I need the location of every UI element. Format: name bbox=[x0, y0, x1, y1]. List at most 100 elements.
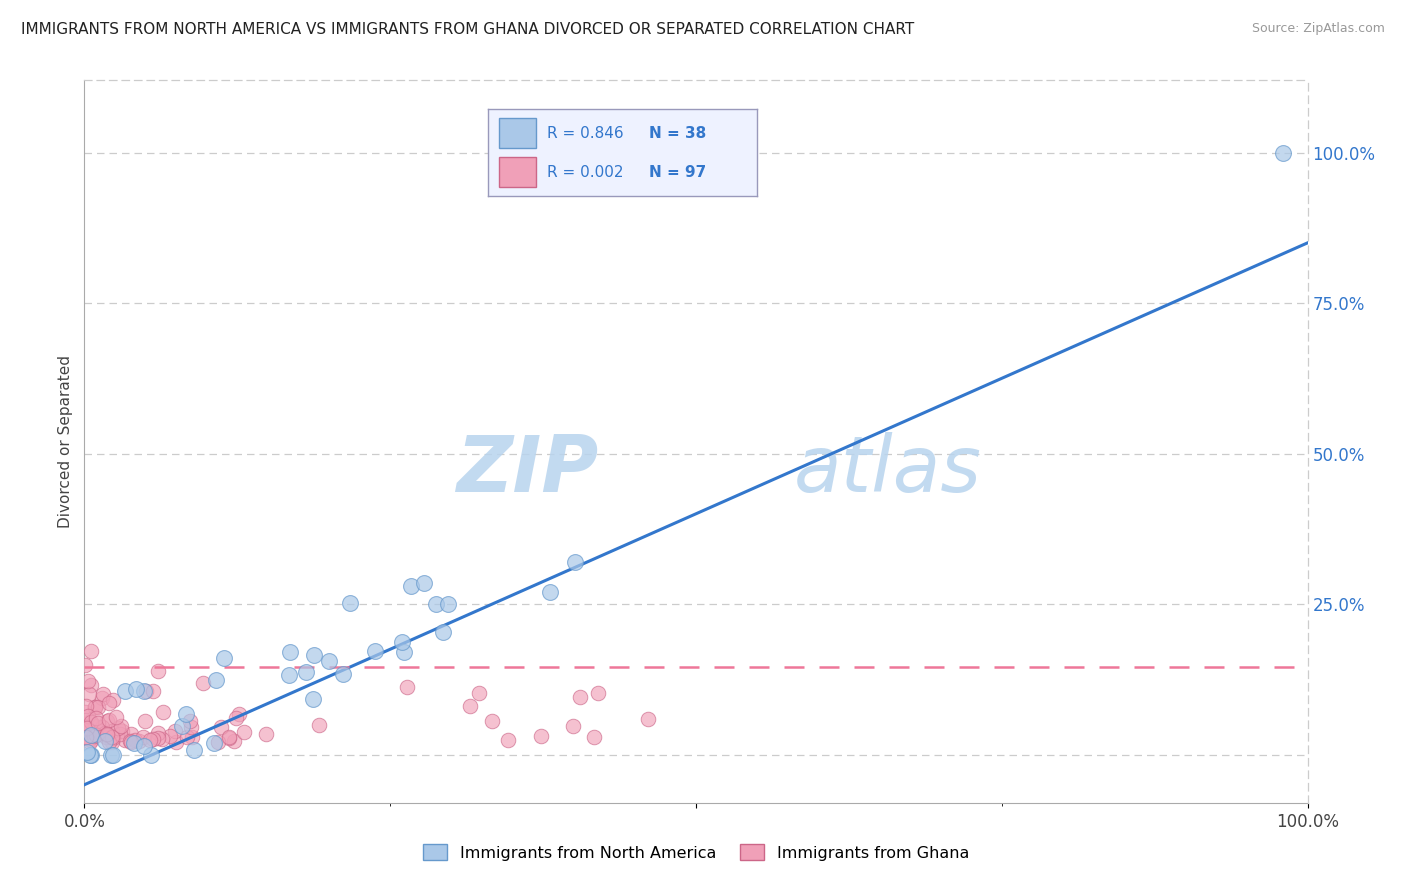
Point bbox=[87, 723, 110, 738]
Point bbox=[180, 730, 202, 744]
Point bbox=[179, 714, 201, 728]
Point bbox=[77, 709, 100, 723]
Point bbox=[79, 678, 101, 692]
Point bbox=[96, 730, 118, 744]
Point bbox=[110, 719, 132, 733]
Point bbox=[101, 723, 124, 738]
Point bbox=[125, 681, 148, 696]
Point bbox=[80, 747, 103, 762]
Point bbox=[207, 735, 229, 749]
Point bbox=[538, 584, 561, 599]
Point bbox=[481, 714, 503, 728]
Point bbox=[96, 728, 118, 742]
Point bbox=[84, 719, 107, 733]
Point bbox=[582, 730, 605, 744]
Point bbox=[294, 665, 316, 679]
Point bbox=[432, 625, 454, 640]
Point bbox=[75, 658, 97, 673]
Point bbox=[122, 736, 145, 750]
Point bbox=[496, 733, 519, 747]
Point bbox=[212, 651, 235, 665]
Point bbox=[98, 713, 121, 727]
Point bbox=[569, 690, 592, 705]
Point bbox=[96, 714, 118, 728]
Point bbox=[94, 734, 117, 748]
Point bbox=[84, 728, 107, 742]
Point bbox=[124, 732, 146, 747]
Point bbox=[394, 645, 416, 659]
Point bbox=[277, 668, 299, 682]
Point bbox=[302, 648, 325, 662]
Point bbox=[396, 680, 419, 694]
Point bbox=[96, 726, 118, 740]
Point bbox=[86, 711, 108, 725]
Point bbox=[218, 731, 240, 745]
Point bbox=[254, 727, 277, 741]
Point bbox=[80, 728, 103, 742]
Point bbox=[73, 705, 96, 719]
Point bbox=[80, 643, 103, 657]
Point bbox=[134, 714, 156, 728]
Point bbox=[139, 733, 162, 747]
Point bbox=[79, 715, 101, 730]
Point bbox=[209, 720, 232, 734]
Point bbox=[180, 721, 202, 735]
Point bbox=[75, 720, 97, 734]
Point bbox=[108, 727, 131, 741]
Point bbox=[183, 743, 205, 757]
Point bbox=[150, 732, 173, 747]
Point bbox=[332, 666, 354, 681]
Point bbox=[76, 673, 98, 688]
Point bbox=[84, 699, 107, 714]
Point bbox=[79, 727, 101, 741]
Point bbox=[233, 725, 256, 739]
Point bbox=[302, 692, 325, 706]
Point bbox=[86, 716, 108, 731]
Point bbox=[101, 730, 124, 744]
Text: ZIP: ZIP bbox=[456, 433, 598, 508]
Point bbox=[111, 724, 134, 739]
Point bbox=[139, 747, 162, 762]
Point bbox=[97, 735, 120, 749]
Point bbox=[91, 720, 114, 734]
Point bbox=[79, 714, 101, 728]
Point bbox=[79, 735, 101, 749]
Point bbox=[278, 645, 301, 659]
Text: IMMIGRANTS FROM NORTH AMERICA VS IMMIGRANTS FROM GHANA DIVORCED OR SEPARATED COR: IMMIGRANTS FROM NORTH AMERICA VS IMMIGRA… bbox=[21, 22, 914, 37]
Point bbox=[1272, 145, 1295, 160]
Point bbox=[586, 686, 609, 700]
Point bbox=[83, 729, 105, 743]
Point bbox=[91, 686, 114, 700]
Point bbox=[114, 733, 136, 747]
Point bbox=[318, 654, 340, 668]
Point bbox=[364, 644, 387, 658]
Point bbox=[399, 579, 422, 593]
Legend: Immigrants from North America, Immigrants from Ghana: Immigrants from North America, Immigrant… bbox=[416, 838, 976, 867]
Point bbox=[114, 684, 136, 698]
Point bbox=[87, 699, 110, 714]
Point bbox=[193, 675, 215, 690]
Point bbox=[308, 718, 330, 732]
Point bbox=[425, 597, 447, 611]
Point bbox=[222, 733, 245, 747]
Point bbox=[146, 725, 169, 739]
Point bbox=[152, 705, 174, 719]
Point bbox=[80, 733, 103, 747]
Point bbox=[101, 693, 124, 707]
Point bbox=[468, 685, 491, 699]
Point bbox=[103, 731, 125, 745]
Point bbox=[120, 734, 142, 748]
Point bbox=[105, 710, 128, 724]
Point bbox=[437, 597, 460, 611]
Point bbox=[170, 719, 193, 733]
Point bbox=[142, 732, 165, 747]
Point bbox=[100, 747, 122, 762]
Point bbox=[391, 635, 413, 649]
Point bbox=[76, 721, 98, 735]
Point bbox=[79, 731, 101, 746]
Point bbox=[142, 683, 165, 698]
Point bbox=[228, 707, 250, 722]
Point bbox=[458, 698, 481, 713]
Text: atlas: atlas bbox=[794, 433, 981, 508]
Point bbox=[75, 720, 97, 734]
